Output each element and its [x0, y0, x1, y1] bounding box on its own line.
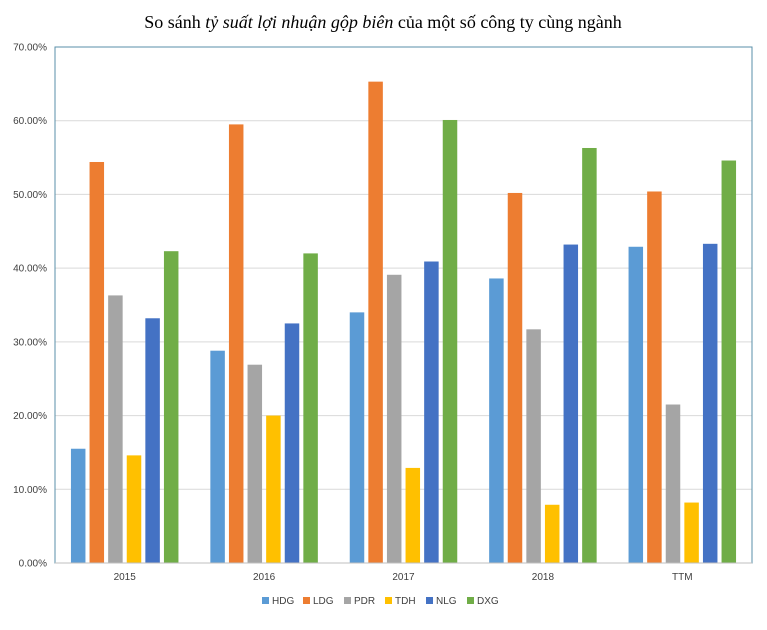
legend-label-dxg: DXG — [477, 596, 499, 607]
bar-hdg-2018 — [489, 278, 504, 563]
y-tick-label: 0.00% — [19, 559, 47, 570]
chart-title-part: tỷ suất lợi nhuận gộp biên — [205, 12, 393, 32]
bar-dxg-2016 — [303, 253, 318, 563]
bar-tdh-2018 — [544, 504, 560, 563]
bar-tdh-2017 — [405, 467, 421, 563]
legend-swatch-nlg — [426, 597, 433, 604]
y-axis-ticks: 0.00% 10.00% 20.00% 30.00% 40.00% 50.00% 60.00… — [13, 43, 47, 570]
bar-ldg-2018 — [507, 192, 523, 563]
x-tick-label: 2017 — [392, 572, 415, 583]
legend: HDG LDG PDR TDH NLG DXG — [262, 596, 499, 607]
bar-hdg-2016 — [210, 350, 225, 563]
y-tick-label: 10.00% — [13, 485, 47, 496]
y-tick-label: 60.00% — [13, 116, 47, 127]
y-tick-label: 20.00% — [13, 411, 47, 422]
legend-label-hdg: HDG — [272, 596, 294, 607]
bar-nlg-2015 — [145, 318, 160, 563]
legend-label-tdh: TDH — [395, 596, 416, 607]
bar-tdh-2015 — [126, 455, 142, 563]
bars — [70, 81, 737, 564]
x-tick-label: TTM — [672, 572, 693, 583]
legend-swatch-dxg — [467, 597, 474, 604]
legend-swatch-tdh — [385, 597, 392, 604]
legend-label-nlg: NLG — [436, 596, 457, 607]
bar-pdr-2016 — [247, 364, 263, 563]
x-axis-ticks: 2015 2016 2017 2018 TTM — [114, 572, 693, 583]
bar-pdr-2015 — [108, 295, 123, 563]
chart-title: So sánh tỷ suất lợi nhuận gộp biên của m… — [144, 12, 622, 32]
bar-hdg-2015 — [70, 448, 86, 563]
bar-hdg-2017 — [349, 312, 365, 563]
bar-pdr-2018 — [526, 329, 541, 563]
y-tick-label: 40.00% — [13, 264, 47, 275]
bar-tdh-2016 — [266, 415, 281, 563]
bar-hdg-ttm — [628, 246, 644, 563]
legend-swatch-ldg — [303, 597, 310, 604]
y-tick-label: 30.00% — [13, 337, 47, 348]
legend-label-ldg: LDG — [313, 596, 334, 607]
bar-pdr-ttm — [665, 404, 681, 563]
bar-nlg-2018 — [563, 244, 579, 563]
x-tick-label: 2018 — [532, 572, 555, 583]
chart-title-part: So sánh — [144, 12, 205, 32]
bar-tdh-ttm — [684, 502, 699, 563]
bar-nlg-2016 — [284, 323, 300, 563]
y-tick-label: 50.00% — [13, 190, 47, 201]
bar-pdr-2017 — [386, 274, 402, 563]
bar-nlg-2017 — [424, 261, 439, 563]
y-tick-label: 70.00% — [13, 43, 47, 54]
legend-swatch-hdg — [262, 597, 269, 604]
legend-label-pdr: PDR — [354, 596, 375, 607]
bar-ldg-ttm — [647, 191, 662, 564]
bar-nlg-ttm — [702, 243, 718, 563]
bar-ldg-2016 — [228, 124, 244, 564]
bar-ldg-2015 — [89, 161, 105, 563]
bar-dxg-2015 — [163, 251, 179, 563]
bar-dxg-2018 — [582, 147, 597, 563]
x-tick-label: 2015 — [114, 572, 137, 583]
chart-title-part: của một số công ty cùng ngành — [393, 12, 621, 32]
legend-swatch-pdr — [344, 597, 351, 604]
bar-ldg-2017 — [368, 81, 383, 563]
bar-dxg-2017 — [442, 119, 458, 563]
x-tick-label: 2016 — [253, 572, 276, 583]
bar-dxg-ttm — [721, 160, 737, 563]
